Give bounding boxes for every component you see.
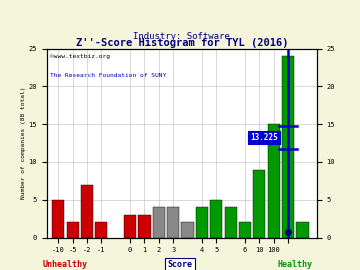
Bar xyxy=(181,222,194,238)
Bar xyxy=(196,207,208,238)
Bar xyxy=(124,215,136,238)
Title: Z''-Score Histogram for TYL (2016): Z''-Score Histogram for TYL (2016) xyxy=(76,38,288,48)
Bar xyxy=(138,215,150,238)
Text: Industry: Software: Industry: Software xyxy=(134,32,230,41)
Bar xyxy=(52,200,64,238)
Y-axis label: Number of companies (88 total): Number of companies (88 total) xyxy=(21,87,26,199)
Bar xyxy=(296,222,309,238)
Bar xyxy=(225,207,237,238)
Bar xyxy=(167,207,179,238)
Text: The Research Foundation of SUNY: The Research Foundation of SUNY xyxy=(50,73,166,78)
Bar xyxy=(95,222,108,238)
Text: Score: Score xyxy=(167,260,193,269)
Bar xyxy=(67,222,79,238)
Bar xyxy=(253,170,265,238)
Bar xyxy=(153,207,165,238)
Bar xyxy=(239,222,251,238)
Bar xyxy=(282,56,294,238)
Text: Unhealthy: Unhealthy xyxy=(42,260,87,269)
Text: Healthy: Healthy xyxy=(278,260,313,269)
Bar xyxy=(81,185,93,238)
Bar xyxy=(210,200,222,238)
Text: ©www.textbiz.org: ©www.textbiz.org xyxy=(50,54,109,59)
Text: 13.225: 13.225 xyxy=(250,133,278,142)
Bar xyxy=(267,124,280,238)
